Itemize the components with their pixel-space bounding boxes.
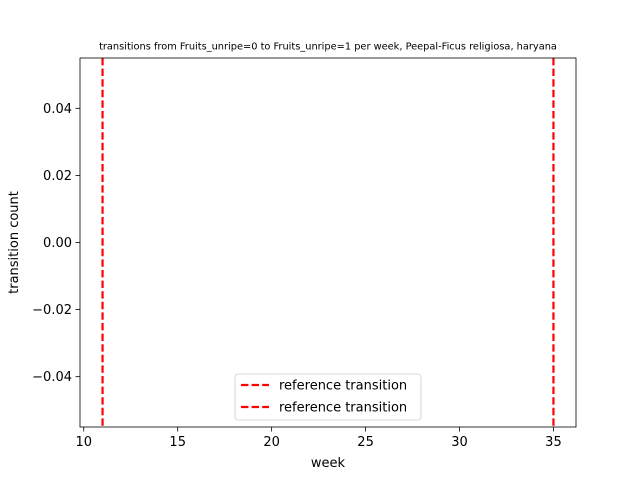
legend-box: [234, 373, 422, 421]
y-axis-label: transition count: [7, 191, 22, 294]
y-tick-label: −0.04: [32, 370, 72, 385]
x-tick-label: 25: [357, 435, 374, 450]
y-tick-label: 0.02: [43, 169, 72, 184]
y-tick-label: −0.02: [32, 303, 72, 318]
x-tick-label: 10: [75, 435, 92, 450]
y-tick-label: 0.00: [43, 236, 72, 251]
plot-area: [80, 58, 576, 427]
x-tick-label: 20: [263, 435, 280, 450]
legend-label-1: reference transition: [279, 379, 407, 394]
chart-title: transitions from Fruits_unripe=0 to Frui…: [99, 42, 557, 53]
y-axis-ticks: 0.04 0.02 0.00 −0.02 −0.04: [32, 102, 80, 385]
x-axis-label: week: [311, 456, 346, 471]
x-tick-label: 30: [451, 435, 468, 450]
plot-background: [80, 58, 576, 427]
x-tick-label: 35: [545, 435, 562, 450]
legend-label-2: reference transition: [279, 401, 407, 416]
x-tick-label: 15: [169, 435, 186, 450]
reference-lines: [101, 58, 555, 427]
legend: reference transition reference transition: [234, 373, 422, 421]
x-axis-ticks: 10 15 20 25 30 35: [75, 427, 562, 450]
y-tick-label: 0.04: [43, 102, 72, 117]
